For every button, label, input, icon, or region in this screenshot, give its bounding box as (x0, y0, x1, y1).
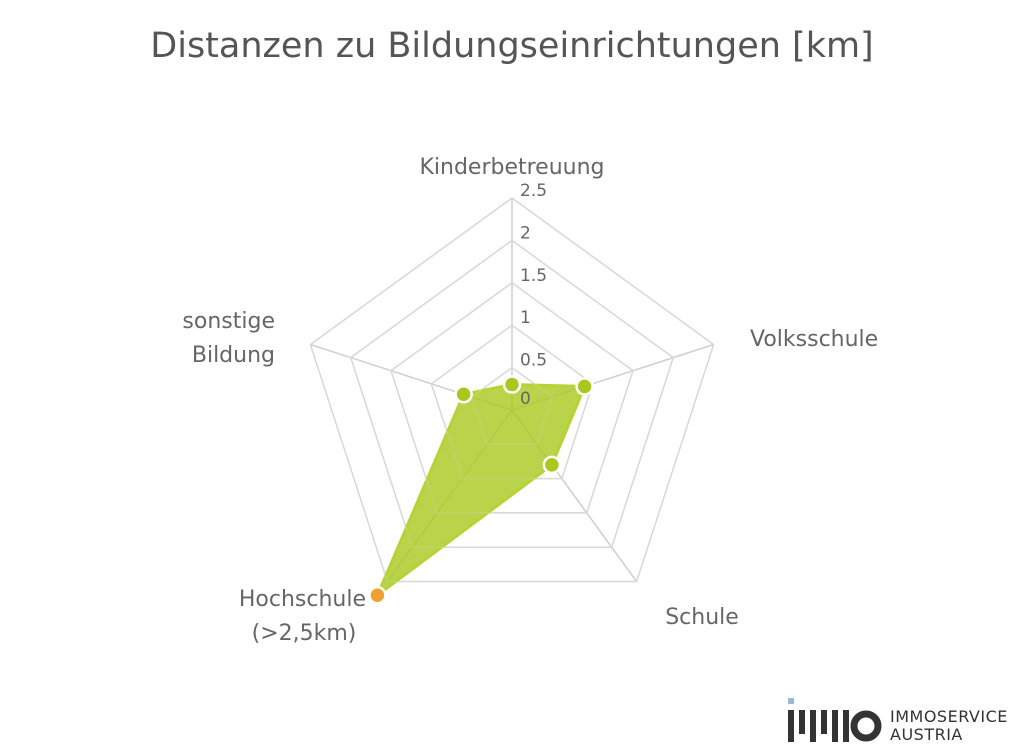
axis-label: Volksschule (750, 327, 878, 352)
grid-ring-overlay (430, 324, 594, 480)
data-point (542, 455, 562, 475)
grid-ring-overlay (470, 366, 554, 446)
axis-label: Bildung (192, 343, 275, 368)
data-point (502, 375, 522, 394)
chart-title: Distanzen zu Bildungseinrichtungen [km] (150, 26, 874, 66)
grid-ring-overlay (309, 197, 715, 583)
axis-label: sonstige (182, 309, 275, 334)
tick-label: 0 (520, 389, 531, 409)
data-point (575, 377, 594, 396)
axis-label: (>2,5km) (252, 621, 357, 646)
tick-label: 2 (520, 223, 531, 243)
grid-ring (309, 197, 715, 583)
tick-label: 2.5 (520, 181, 547, 201)
tick-label: 1 (520, 308, 531, 328)
data-area (373, 383, 587, 600)
logo-line-1: IMMOSERVICE (890, 707, 1008, 726)
axis-label: Hochschule (239, 587, 366, 612)
data-point (368, 585, 387, 605)
grid-ring-overlay (390, 281, 634, 514)
grid-ring (390, 281, 634, 514)
data-point (454, 385, 473, 404)
tick-label: 1.5 (520, 266, 547, 286)
logo-mark-icon (788, 698, 882, 742)
tick-label: 0.5 (520, 351, 547, 371)
axis-label: Kinderbetreuung (419, 155, 604, 180)
axis-label: Schule (665, 605, 739, 630)
immoservice-logo: IMMOSERVICE AUSTRIA (786, 698, 1022, 748)
grid-ring-overlay (349, 239, 675, 548)
grid-ring (349, 239, 675, 548)
logo-line-2: AUSTRIA (890, 725, 963, 744)
